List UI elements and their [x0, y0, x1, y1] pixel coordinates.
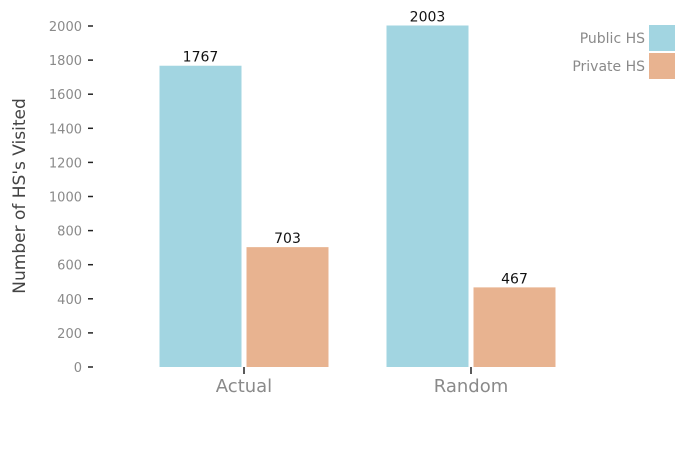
x-tick-label: Random — [434, 376, 509, 397]
bar — [386, 25, 469, 368]
bar — [246, 247, 329, 367]
bar — [159, 65, 242, 367]
y-tick-label: 1000 — [49, 191, 82, 206]
y-axis-label: Number of HS's Visited — [10, 98, 30, 293]
x-axis: Actual Random — [216, 367, 508, 397]
x-tick-label: Actual — [216, 376, 272, 397]
bars — [159, 25, 556, 368]
y-tick-label: 1800 — [49, 54, 82, 69]
data-label: 1767 — [183, 50, 219, 66]
legend-swatch — [649, 53, 675, 79]
y-tick-label: 600 — [57, 259, 82, 274]
y-tick-label: 400 — [57, 293, 82, 308]
y-tick-label: 1400 — [49, 122, 82, 137]
y-tick-label: 0 — [74, 361, 82, 376]
legend-label: Private HS — [572, 59, 645, 75]
y-tick-label: 1200 — [49, 156, 82, 171]
data-label: 2003 — [410, 9, 446, 25]
y-tick-label: 800 — [57, 225, 82, 240]
y-axis: 0 200 400 600 800 1000 1200 1400 1600 1800 2000 — [49, 20, 93, 376]
y-tick-label: 2000 — [49, 20, 82, 35]
data-label: 703 — [274, 231, 301, 247]
y-tick-label: 200 — [57, 327, 82, 342]
data-label: 467 — [501, 271, 528, 287]
legend-swatch — [649, 25, 675, 51]
bar — [473, 287, 556, 367]
legend-label: Public HS — [580, 31, 645, 47]
data-labels: 1767 703 2003 467 — [183, 9, 528, 287]
legend: Public HS Private HS — [572, 25, 675, 79]
y-tick-label: 1600 — [49, 88, 82, 103]
